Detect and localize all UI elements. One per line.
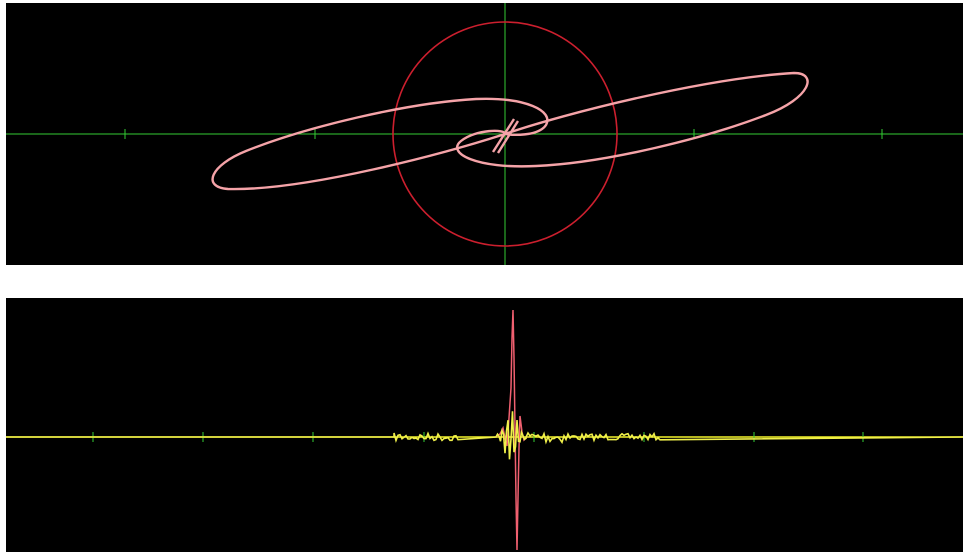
waveform-channel-b	[495, 309, 528, 551]
lissajous-panel	[6, 3, 963, 265]
reference-circle	[392, 21, 618, 247]
waveform-panel	[6, 298, 963, 552]
waveform-channel-a	[6, 411, 963, 460]
lissajous-trace	[211, 71, 809, 191]
lissajous-plot	[6, 3, 963, 265]
waveform-plot	[6, 309, 963, 551]
